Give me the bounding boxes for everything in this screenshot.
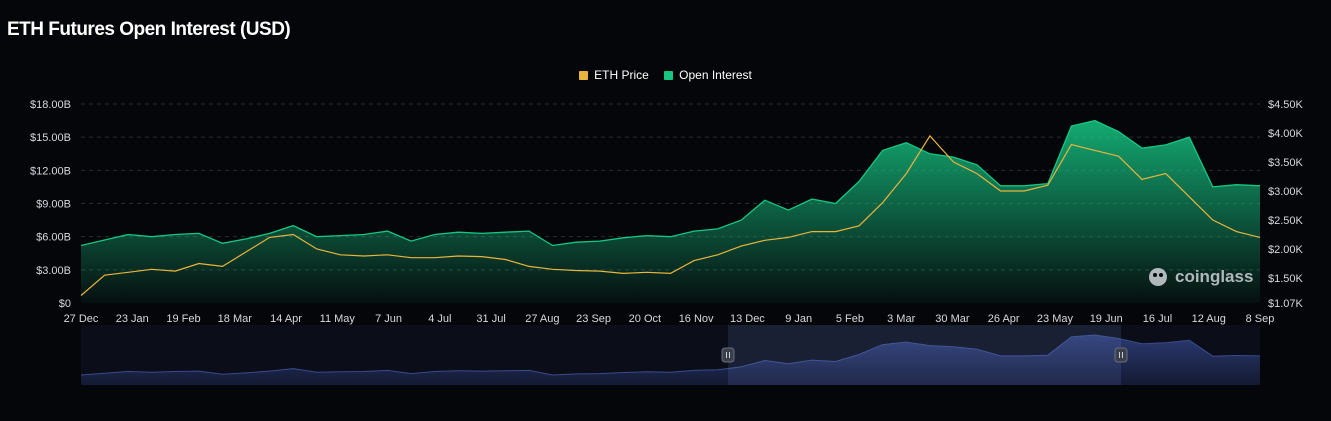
legend-label-open-interest: Open Interest (679, 68, 752, 82)
navigator-area (81, 335, 1260, 385)
coinglass-logo-icon (1149, 268, 1167, 286)
x-tick-label: 31 Jul (476, 313, 505, 325)
y-right-tick-label: $1.50K (1268, 273, 1304, 285)
y-axis-right: $1.07K $1.50K $2.00K $2.50K $3.00K $3.50K $4.0… (1268, 99, 1304, 310)
x-tick-label: 12 Aug (1192, 313, 1226, 325)
x-tick-label: 8 Sep (1246, 313, 1275, 325)
x-tick-label: 27 Aug (525, 313, 559, 325)
navigator-handle[interactable] (721, 347, 735, 363)
y-right-tick-label: $2.50K (1268, 215, 1304, 227)
coinglass-watermark: coinglass (1147, 266, 1253, 288)
navigator-selection[interactable] (728, 325, 1121, 385)
y-right-tick-label: $3.50K (1268, 157, 1304, 169)
navigator-line (80, 334, 1261, 376)
navigator-handle[interactable] (1114, 347, 1128, 363)
y-right-tick-label: $1.07K (1268, 298, 1304, 310)
x-tick-label: 7 Jun (375, 313, 402, 325)
x-tick-label: 27 Dec (64, 313, 99, 325)
y-left-tick-label: $18.00B (30, 99, 71, 111)
x-tick-label: 4 Jul (428, 313, 451, 325)
x-tick-label: 11 May (320, 313, 356, 325)
x-tick-label: 23 May (1037, 313, 1074, 325)
x-tick-label: 30 Mar (935, 313, 970, 325)
x-tick-label: 19 Jun (1090, 313, 1123, 325)
x-tick-label: 9 Jan (785, 313, 812, 325)
eth-price-line (80, 134, 1261, 296)
x-tick-label: 5 Feb (836, 313, 864, 325)
x-tick-label: 20 Oct (629, 313, 661, 325)
y-left-tick-label: $3.00B (36, 265, 71, 277)
x-tick-label: 26 Apr (988, 313, 1020, 325)
y-left-tick-label: $6.00B (36, 232, 71, 244)
legend-swatch-eth-price (579, 70, 589, 80)
x-tick-label: 14 Apr (270, 313, 302, 325)
x-tick-label: 23 Sep (576, 313, 611, 325)
y-right-tick-label: $2.00K (1268, 244, 1304, 256)
x-tick-label: 16 Jul (1143, 313, 1172, 325)
open-interest-line (80, 119, 1261, 247)
x-tick-label: 19 Feb (166, 313, 200, 325)
chart-legend: ETH Price Open Interest (0, 68, 1331, 83)
open-interest-area (81, 120, 1260, 303)
legend-item-eth-price[interactable]: ETH Price (579, 68, 649, 82)
y-right-tick-label: $4.50K (1268, 99, 1304, 111)
y-right-tick-label: $3.00K (1268, 186, 1304, 198)
legend-swatch-open-interest (664, 70, 674, 80)
legend-item-open-interest[interactable]: Open Interest (664, 68, 752, 82)
x-tick-label: 18 Mar (218, 313, 253, 325)
y-left-tick-label: $9.00B (36, 199, 71, 211)
y-left-tick-label: $12.00B (30, 165, 71, 177)
x-tick-label: 23 Jan (116, 313, 149, 325)
x-tick-label: 16 Nov (679, 313, 714, 325)
page-title: ETH Futures Open Interest (USD) (7, 19, 291, 40)
x-axis: 27 Dec 23 Jan 19 Feb 18 Mar 14 Apr 11 May 7 Ju… (64, 313, 1275, 325)
series-layer (80, 119, 1261, 303)
x-tick-label: 13 Dec (730, 313, 765, 325)
range-navigator[interactable] (80, 325, 1261, 385)
y-left-tick-label: $15.00B (30, 132, 71, 144)
y-right-tick-label: $4.00K (1268, 128, 1304, 140)
legend-label-eth-price: ETH Price (594, 68, 649, 82)
y-left-tick-label: $0 (59, 298, 71, 310)
x-tick-label: 3 Mar (887, 313, 915, 325)
watermark-text: coinglass (1175, 267, 1254, 286)
y-axis-left: $0 $3.00B $6.00B $9.00B $12.00B $15.00B $18.00… (30, 99, 71, 310)
